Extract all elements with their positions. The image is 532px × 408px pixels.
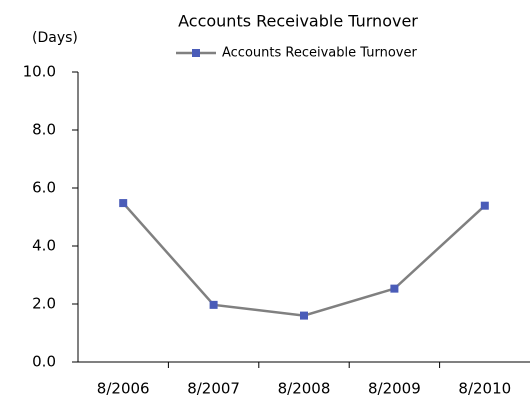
- x-tick-label: 8/2010: [458, 380, 511, 398]
- y-tick-label: 0.0: [32, 353, 56, 371]
- chart-title: Accounts Receivable Turnover: [178, 12, 418, 31]
- marker: [480, 201, 489, 210]
- x-tick-label: 8/2006: [97, 380, 150, 398]
- x-tick-label: 8/2009: [368, 380, 421, 398]
- y-tick-label: 10.0: [23, 63, 56, 81]
- series-line: [122, 202, 486, 317]
- y-axis-label: (Days): [32, 30, 78, 46]
- y-tick-label: 2.0: [32, 295, 56, 313]
- marker: [209, 300, 218, 309]
- x-tick-label: 8/2008: [278, 380, 331, 398]
- y-tick-label: 6.0: [32, 179, 56, 197]
- marker: [119, 199, 128, 208]
- marker: [300, 311, 308, 320]
- y-tick-label: 4.0: [32, 237, 56, 255]
- y-tick-label: 8.0: [32, 121, 56, 139]
- legend-label: Accounts Receivable Turnover: [222, 46, 417, 61]
- marker: [390, 284, 399, 293]
- x-tick-label: 8/2007: [187, 380, 240, 398]
- legend-marker: [192, 49, 200, 57]
